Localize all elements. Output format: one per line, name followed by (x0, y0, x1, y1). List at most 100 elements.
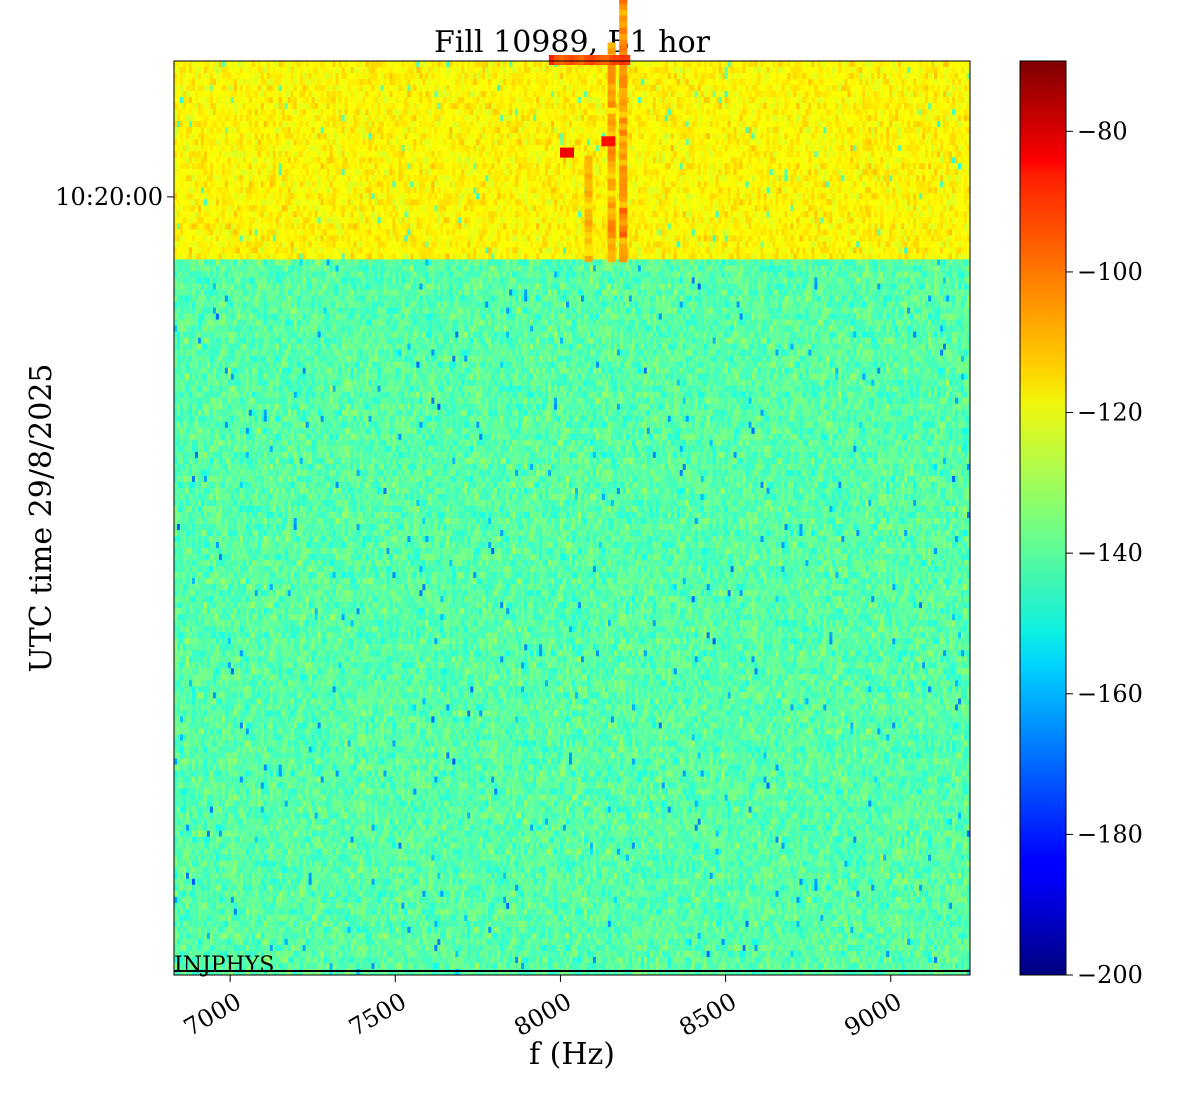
heatmap-cell (279, 67, 282, 73)
heatmap-cell (476, 109, 479, 115)
heatmap-cell (222, 127, 225, 133)
heatmap-cell (392, 109, 395, 115)
heatmap-cell (710, 79, 713, 85)
heatmap-cell (491, 73, 494, 79)
heatmap-cell (829, 97, 832, 103)
heatmap-cell (656, 97, 659, 103)
heatmap-cell (796, 103, 799, 109)
heatmap-cell (524, 61, 527, 67)
heatmap-cell (778, 115, 781, 121)
heatmap-cell (749, 67, 752, 73)
heatmap-cell (749, 97, 752, 103)
heatmap-cell (653, 97, 656, 103)
heatmap-cell (638, 61, 641, 67)
heatmap-cell (482, 97, 485, 103)
heatmap-cell (844, 67, 847, 73)
heatmap-cell (503, 121, 506, 127)
heatmap-cell (366, 61, 369, 67)
heatmap-cell (198, 109, 201, 115)
heatmap-cell (752, 127, 755, 133)
heatmap-cell (186, 103, 189, 109)
heatmap-cell (273, 73, 276, 79)
heatmap-cell (916, 61, 919, 67)
heatmap-cell (593, 103, 596, 109)
heatmap-cell (491, 115, 494, 121)
heatmap-cell (877, 109, 880, 115)
heatmap-cell (380, 61, 383, 67)
heatmap-cell (267, 73, 270, 79)
heatmap-cell (683, 103, 686, 109)
heatmap-cell (946, 73, 949, 79)
heatmap-cell (719, 127, 722, 133)
heatmap-cell (734, 109, 737, 115)
heatmap-cell (258, 91, 261, 97)
heatmap-cell (560, 67, 563, 73)
heatmap-cell (360, 103, 363, 109)
heatmap-cell (509, 103, 512, 109)
heatmap-cell (665, 73, 668, 79)
heatmap-cell (632, 85, 635, 91)
heatmap-cell (943, 115, 946, 121)
heatmap-cell (680, 67, 683, 73)
heatmap-cell (183, 91, 186, 97)
heatmap-cell (710, 103, 713, 109)
heatmap-cell (817, 109, 820, 115)
heatmap-cell (407, 103, 410, 109)
heatmap-cell (656, 115, 659, 121)
heatmap-cell (452, 73, 455, 79)
heatmap-cell (560, 91, 563, 97)
heatmap-cell (240, 127, 243, 133)
heatmap-cell (844, 121, 847, 127)
heatmap-cell (264, 109, 267, 115)
heatmap-cell (740, 61, 743, 67)
heatmap-cell (823, 121, 826, 127)
heatmap-cell (695, 79, 698, 85)
heatmap-cell (823, 85, 826, 91)
heatmap-cell (755, 79, 758, 85)
heatmap-cell (808, 121, 811, 127)
heatmap-cell (422, 109, 425, 115)
heatmap-cell (940, 91, 943, 97)
heatmap-cell (234, 133, 237, 139)
heatmap-cell (632, 91, 635, 97)
heatmap-cell (416, 67, 419, 73)
heatmap-cell (249, 73, 252, 79)
heatmap-cell (318, 133, 321, 139)
heatmap-cell (958, 67, 961, 73)
heatmap-cell (767, 109, 770, 115)
heatmap-cell (351, 133, 354, 139)
heatmap-cell (497, 91, 500, 97)
heatmap-cell (186, 91, 189, 97)
heatmap-cell (737, 127, 740, 133)
heatmap-cell (288, 127, 291, 133)
heatmap-cell (874, 103, 877, 109)
heatmap-cell (363, 97, 366, 103)
heatmap-cell (826, 97, 829, 103)
heatmap-cell (719, 115, 722, 121)
heatmap-cell (383, 115, 386, 121)
heatmap-cell (309, 91, 312, 97)
heatmap-cell (303, 85, 306, 91)
heatmap-cell (650, 121, 653, 127)
heatmap-cell (366, 127, 369, 133)
heatmap-cell (740, 73, 743, 79)
heatmap-cell (943, 121, 946, 127)
heatmap-cell (255, 115, 258, 121)
heatmap-cell (641, 103, 644, 109)
heatmap-cell (228, 79, 231, 85)
heatmap-cell (554, 109, 557, 115)
heatmap-cell (183, 73, 186, 79)
heatmap-cell (494, 61, 497, 67)
heatmap-cell (503, 91, 506, 97)
heatmap-cell (219, 79, 222, 85)
heatmap-cell (799, 121, 802, 127)
heatmap-cell (273, 133, 276, 139)
heatmap-cell (410, 109, 413, 115)
heatmap-cell (321, 127, 324, 133)
heatmap-cell (578, 79, 581, 85)
heatmap-cell (533, 73, 536, 79)
heatmap-cell (856, 115, 859, 121)
heatmap-cell (422, 67, 425, 73)
heatmap-cell (946, 127, 949, 133)
heatmap-cell (491, 85, 494, 91)
